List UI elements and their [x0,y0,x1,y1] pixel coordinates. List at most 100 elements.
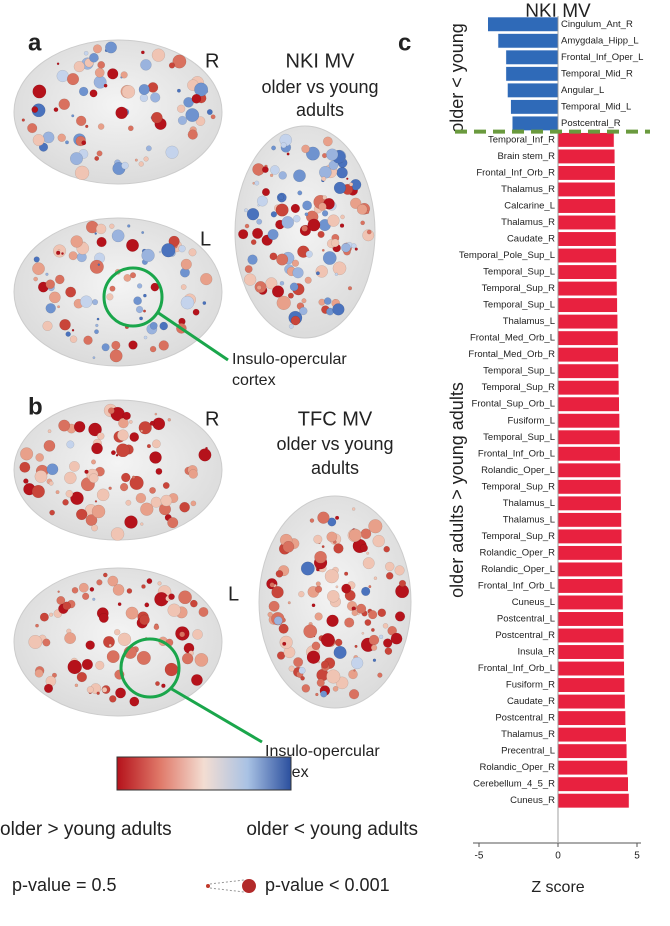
brain-node [322,251,337,265]
brain-node [394,611,406,622]
brain-node [269,582,275,588]
region-label: Insulo-opercular [265,743,380,760]
bar [557,479,622,495]
brain-node [167,603,181,617]
brain-node [69,152,83,166]
brain-node [298,590,305,598]
brain-node [351,243,357,249]
brain-node [205,446,208,450]
category-label: Temporal_Sup_L [483,300,555,311]
brain-node [113,628,121,636]
category-label: Frontal_Inf_Orb_R [476,167,555,178]
region-label: cortex [232,372,276,389]
category-label: Postcentral_R [495,630,555,641]
size-legend-label: p-value < 0.001 [265,875,390,895]
bar [557,429,621,445]
brain-node [140,522,144,526]
category-label: Rolandic_Oper_R [479,547,555,558]
category-label: Thalamus_L [503,498,555,509]
brain-node [115,687,127,699]
bar [557,578,624,594]
size-legend-label: p-value = 0.5 [12,875,117,895]
bar [557,677,625,693]
category-label: Temporal_Inf_R [488,134,555,145]
panel-subtitle: adults [296,100,344,120]
bar [557,627,625,644]
brain-node [110,527,125,541]
category-label: Temporal_Sup_L [483,432,555,443]
brain-node [366,551,370,555]
brain-node [261,188,270,197]
category-label: Thalamus_R [501,217,555,228]
brain-node [85,514,98,526]
brain-node [301,225,308,232]
brain-node [335,585,339,589]
brain-node [252,227,264,239]
brain-node [129,696,140,707]
brain-node [117,429,129,442]
brain-node [316,678,325,687]
brain-node [126,588,133,594]
category-label: Precentral_L [501,746,555,757]
category-label: Temporal_Mid_L [561,101,631,112]
brain-node [97,61,106,69]
brain-node [326,614,339,627]
brain-node [96,150,103,157]
y-axis-title: older adults > young adults [447,382,467,598]
brain-node [179,631,186,638]
brain-node [244,223,250,229]
brain-node [383,638,393,648]
brain-node [120,71,128,79]
brain-node [149,345,157,353]
brain-node [94,500,98,503]
brain-node [187,129,198,140]
brain-node [192,629,203,640]
brain-node [19,461,31,473]
brain-node [347,286,353,291]
bar [557,727,627,743]
brain-node [262,166,269,173]
brain-node [27,123,38,134]
brain-node [103,83,108,88]
brain-node [368,585,372,589]
brain-node [348,528,362,542]
brain-node [332,261,347,276]
brain-node [78,86,89,97]
brain-node [83,335,93,345]
brain-node [39,612,49,622]
brain-node [281,216,295,229]
brain-node [332,685,339,692]
size-legend-guide [209,879,245,885]
brain-node [107,575,119,587]
brain-node [351,609,359,617]
bar [557,611,624,627]
brain-node [151,439,161,449]
category-label: Frontal_Sup_Orb_L [472,399,555,410]
brain-node [292,267,304,279]
brain-node [158,250,162,254]
size-legend-guide [209,887,245,893]
brain-node [58,98,71,111]
brain-node [33,276,39,282]
bar [557,694,626,710]
bar [557,528,623,544]
brain-node [354,644,358,648]
brain-node [315,271,320,276]
bar-chart: NKI MV Z score older < young older adult… [447,1,650,896]
brain-node [146,578,153,585]
brain-node [246,207,260,221]
brain-node [321,248,325,252]
category-label: Thalamus_R [501,184,555,195]
brain-node [64,632,77,645]
brain-node [155,681,160,687]
brain-node [81,140,87,146]
brain-node [176,104,186,113]
brain-node [372,658,377,662]
brain-node [279,635,293,649]
hemisphere-label: L [200,228,211,250]
brain-node [243,273,257,286]
panel-title: NKI MV [286,50,356,72]
brain-node [59,319,71,331]
brain-node [91,504,106,519]
brain-node [256,218,263,225]
